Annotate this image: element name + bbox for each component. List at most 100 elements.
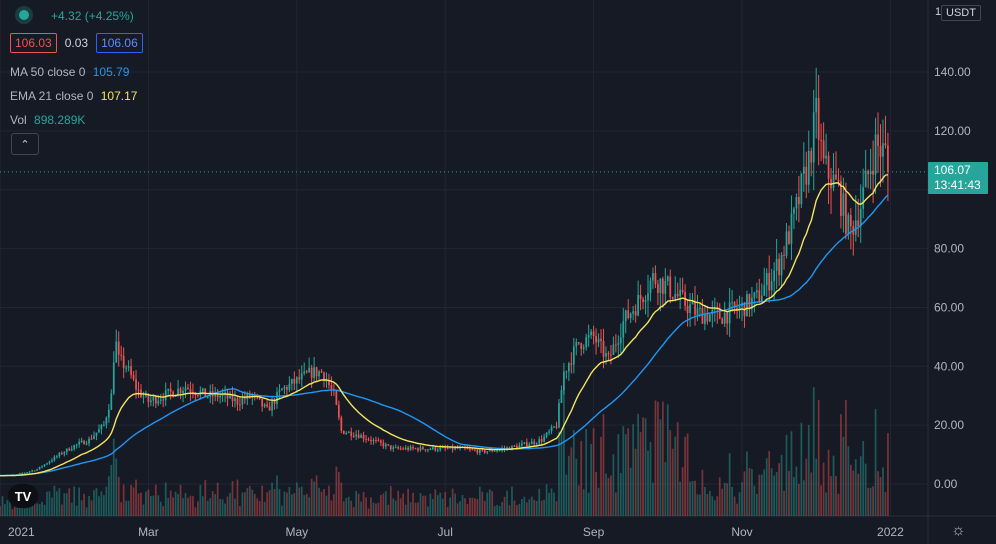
- candle-body: [726, 312, 729, 324]
- candle-body: [21, 473, 24, 475]
- volume-bar: [488, 489, 491, 516]
- volume-bar: [384, 491, 387, 516]
- candle-body: [657, 284, 659, 293]
- candle-body: [738, 306, 741, 310]
- volume-bar: [788, 470, 790, 516]
- price-axis[interactable]: 140.00120.00100.0080.0060.0040.0020.000.…: [934, 65, 971, 491]
- volume-bar: [140, 492, 142, 516]
- candle-body: [644, 300, 647, 303]
- candle-body: [483, 449, 486, 453]
- volume-bar: [572, 430, 575, 516]
- currency-unit-badge[interactable]: USDT: [941, 5, 981, 21]
- candle-body: [622, 321, 625, 338]
- candle-body: [530, 441, 533, 445]
- candle-body: [674, 293, 677, 299]
- candle-body: [23, 472, 26, 474]
- volume-bar: [669, 430, 672, 516]
- candle-body: [377, 440, 380, 442]
- candle-body: [825, 155, 827, 159]
- volume-bar: [624, 434, 627, 516]
- candle-body: [261, 398, 264, 407]
- candle-body: [592, 331, 595, 337]
- candle-body: [95, 432, 98, 436]
- candle-body: [778, 258, 780, 276]
- volume-bar: [446, 507, 449, 516]
- volume-bar: [389, 485, 392, 516]
- volume-bar: [718, 477, 721, 516]
- candle-body: [407, 447, 409, 450]
- volume-bar: [711, 496, 714, 516]
- volume-bar: [184, 493, 187, 516]
- volume-bar: [182, 498, 184, 516]
- volume-bar: [95, 488, 98, 516]
- candle-body: [444, 447, 447, 449]
- candle-body: [597, 338, 600, 343]
- volume-bar: [713, 500, 716, 516]
- ask-price[interactable]: 106.06: [96, 33, 143, 53]
- volume-bar: [699, 494, 701, 516]
- candle-body: [365, 438, 367, 440]
- axis-top-fragment: 1: [935, 6, 942, 18]
- candle-body: [389, 445, 392, 450]
- ema-legend[interactable]: EMA 21 close 0 107.17: [10, 88, 137, 104]
- candle-body: [659, 278, 662, 293]
- candle-body: [78, 441, 81, 445]
- candle-body: [110, 393, 113, 410]
- candle-body: [98, 429, 100, 433]
- volume-bar: [849, 464, 852, 516]
- volume-bar: [110, 464, 113, 516]
- candle-body: [362, 435, 365, 439]
- volume-bar: [597, 487, 600, 516]
- volume-bar: [721, 488, 724, 516]
- volume-bar: [239, 506, 241, 516]
- volume-bar: [216, 482, 219, 516]
- volume-bar: [243, 492, 246, 516]
- time-axis[interactable]: 2021 Mar May Jul Sep Nov 2022: [8, 525, 904, 539]
- volume-bar: [627, 428, 630, 516]
- candle-body: [528, 444, 531, 447]
- candle-body: [882, 143, 884, 157]
- candle-body: [325, 380, 328, 382]
- candle-body: [83, 440, 85, 445]
- candle-body: [41, 466, 43, 468]
- volume-bar: [869, 487, 872, 516]
- volume-bar: [231, 481, 234, 516]
- volume-bar: [664, 462, 667, 516]
- candle-body: [533, 441, 536, 444]
- volume-bar: [708, 490, 711, 516]
- volume-bar: [748, 468, 751, 516]
- candle-body: [513, 445, 516, 447]
- ma-legend[interactable]: MA 50 close 0 105.79: [10, 64, 129, 80]
- volume-bar: [65, 493, 68, 516]
- vol-legend[interactable]: Vol 898.289K: [10, 112, 85, 128]
- candle-body: [617, 343, 620, 345]
- volume-bar: [352, 507, 355, 516]
- candle-body: [75, 444, 78, 446]
- volume-bar: [471, 497, 474, 516]
- candle-body: [521, 443, 523, 446]
- gear-icon[interactable]: ☼: [951, 522, 966, 539]
- candle-body: [548, 431, 550, 433]
- volume-bar: [518, 503, 521, 516]
- ema-legend-value: 107.17: [100, 89, 138, 103]
- candle-body: [676, 293, 679, 297]
- volume-bar: [248, 485, 251, 516]
- volume-bar: [731, 487, 733, 516]
- collapse-legend-button[interactable]: ⌃: [11, 133, 39, 155]
- volume-bar: [600, 436, 602, 516]
- tradingview-logo-icon[interactable]: TV: [8, 484, 38, 508]
- candle-body: [303, 371, 306, 374]
- volume-bar: [706, 493, 709, 516]
- bid-price[interactable]: 106.03: [10, 33, 57, 53]
- volume-bar: [365, 497, 367, 516]
- volume-bar: [671, 448, 674, 516]
- candle-body: [523, 442, 526, 444]
- volume-bar: [333, 494, 335, 516]
- volume-bar: [241, 492, 244, 516]
- candle-body: [696, 308, 699, 315]
- candle-body: [46, 463, 48, 465]
- x-tick-label: May: [285, 525, 308, 539]
- candle-body: [162, 399, 165, 401]
- volume-bar: [805, 458, 808, 516]
